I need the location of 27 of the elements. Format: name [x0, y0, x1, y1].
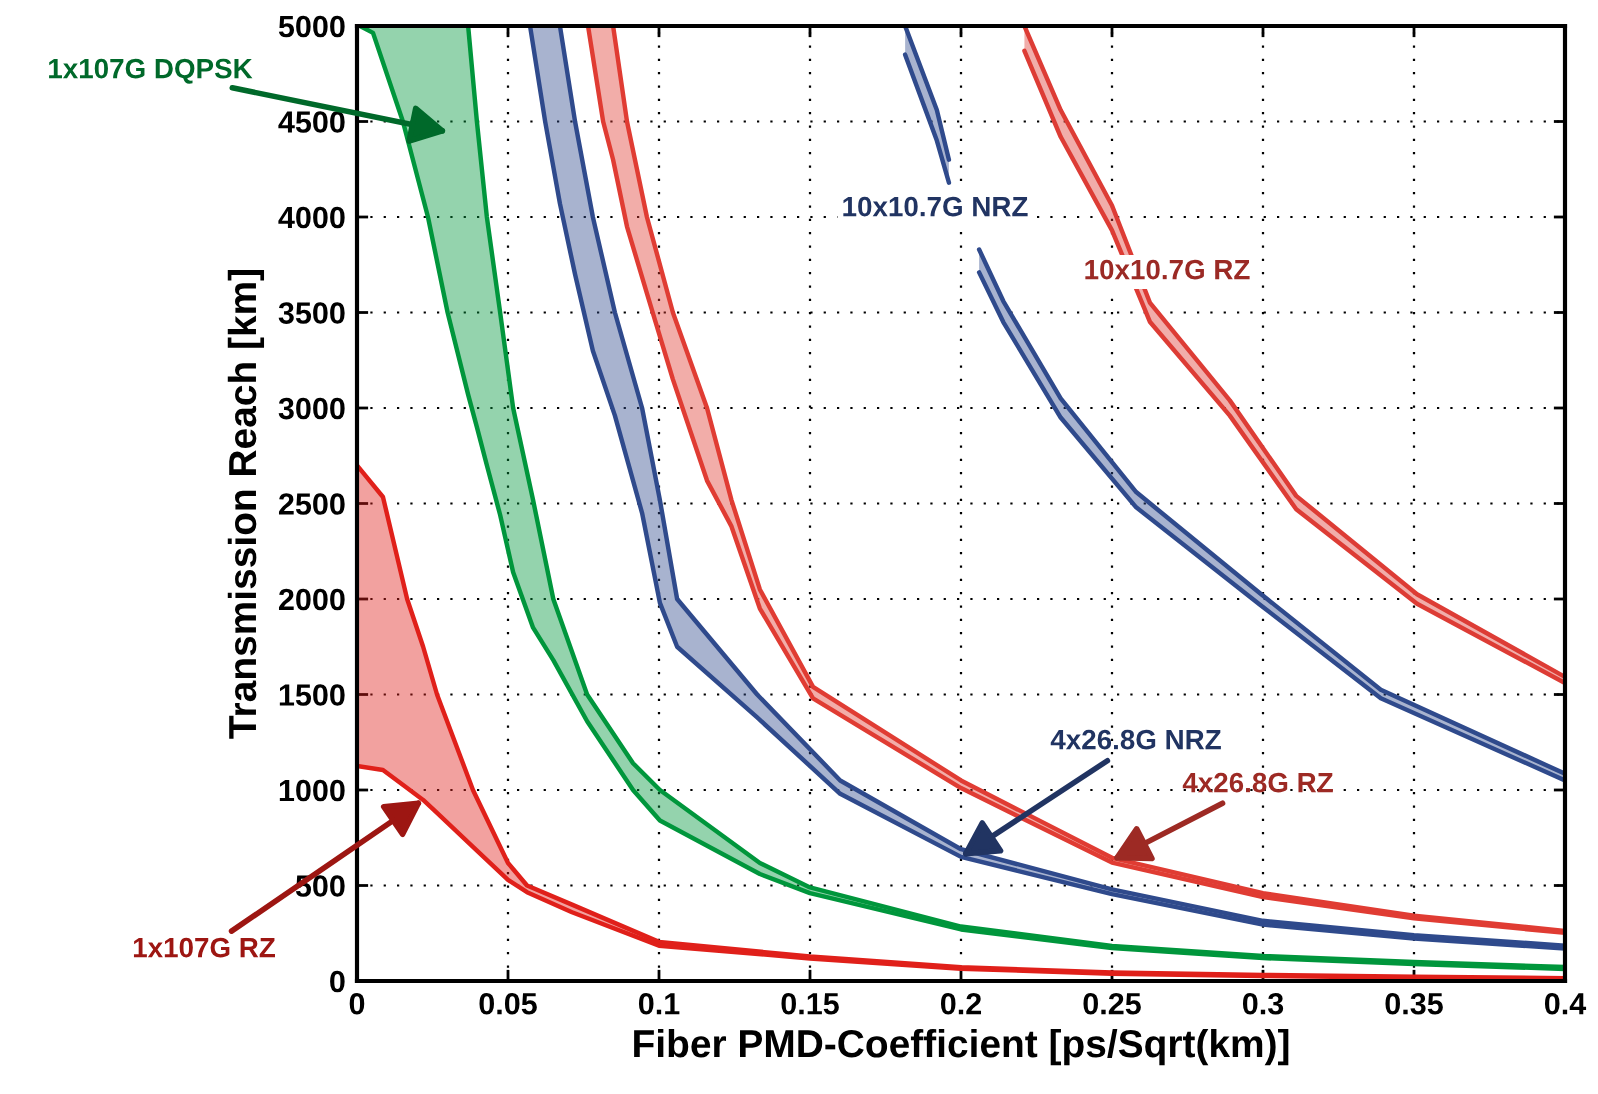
x-tick-label: 0.1	[638, 992, 680, 1015]
x-tick-label: 0.35	[1385, 992, 1443, 1015]
y-tick-label: 4500	[278, 111, 345, 133]
x-axis-title: Fiber PMD-Coefficient [ps/Sqrt(km)]	[634, 1028, 1289, 1066]
x-tick-label: 0.15	[781, 992, 839, 1015]
y-tick-label: 0	[330, 970, 345, 993]
y-tick-label: 1500	[279, 684, 345, 706]
y-tick-label: 2500	[278, 493, 345, 515]
y-tick-label: 1000	[279, 779, 345, 802]
x-tick-label: 0.05	[479, 992, 537, 1015]
text: 1x107G DQPSK	[49, 58, 253, 84]
y-tick-label: 5000	[278, 15, 345, 38]
annotation: 10x10.7G NRZ	[843, 196, 1028, 217]
x-tick-label: 0	[349, 992, 365, 1015]
x-tick-label: 0.2	[940, 992, 982, 1015]
annotation: 4x26.8G RZ	[1182, 772, 1333, 793]
x-tick-label: 0.4	[1544, 992, 1587, 1015]
annotation: 4x26.8G NRZ	[1050, 729, 1221, 750]
y-tick-label: 2000	[278, 588, 345, 611]
y-tick-label: 3000	[278, 397, 345, 420]
y-tick-label: 4000	[278, 206, 345, 229]
annotation: 1x107G RZ	[133, 937, 275, 958]
x-tick-label: 0.3	[1242, 992, 1284, 1015]
y-tick-label: 3500	[278, 302, 345, 324]
annotation: 10x10.7G RZ	[1085, 259, 1250, 280]
y-axis-title: Transmission Reach [km]	[227, 270, 265, 739]
x-tick-label: 0.25	[1083, 992, 1141, 1015]
